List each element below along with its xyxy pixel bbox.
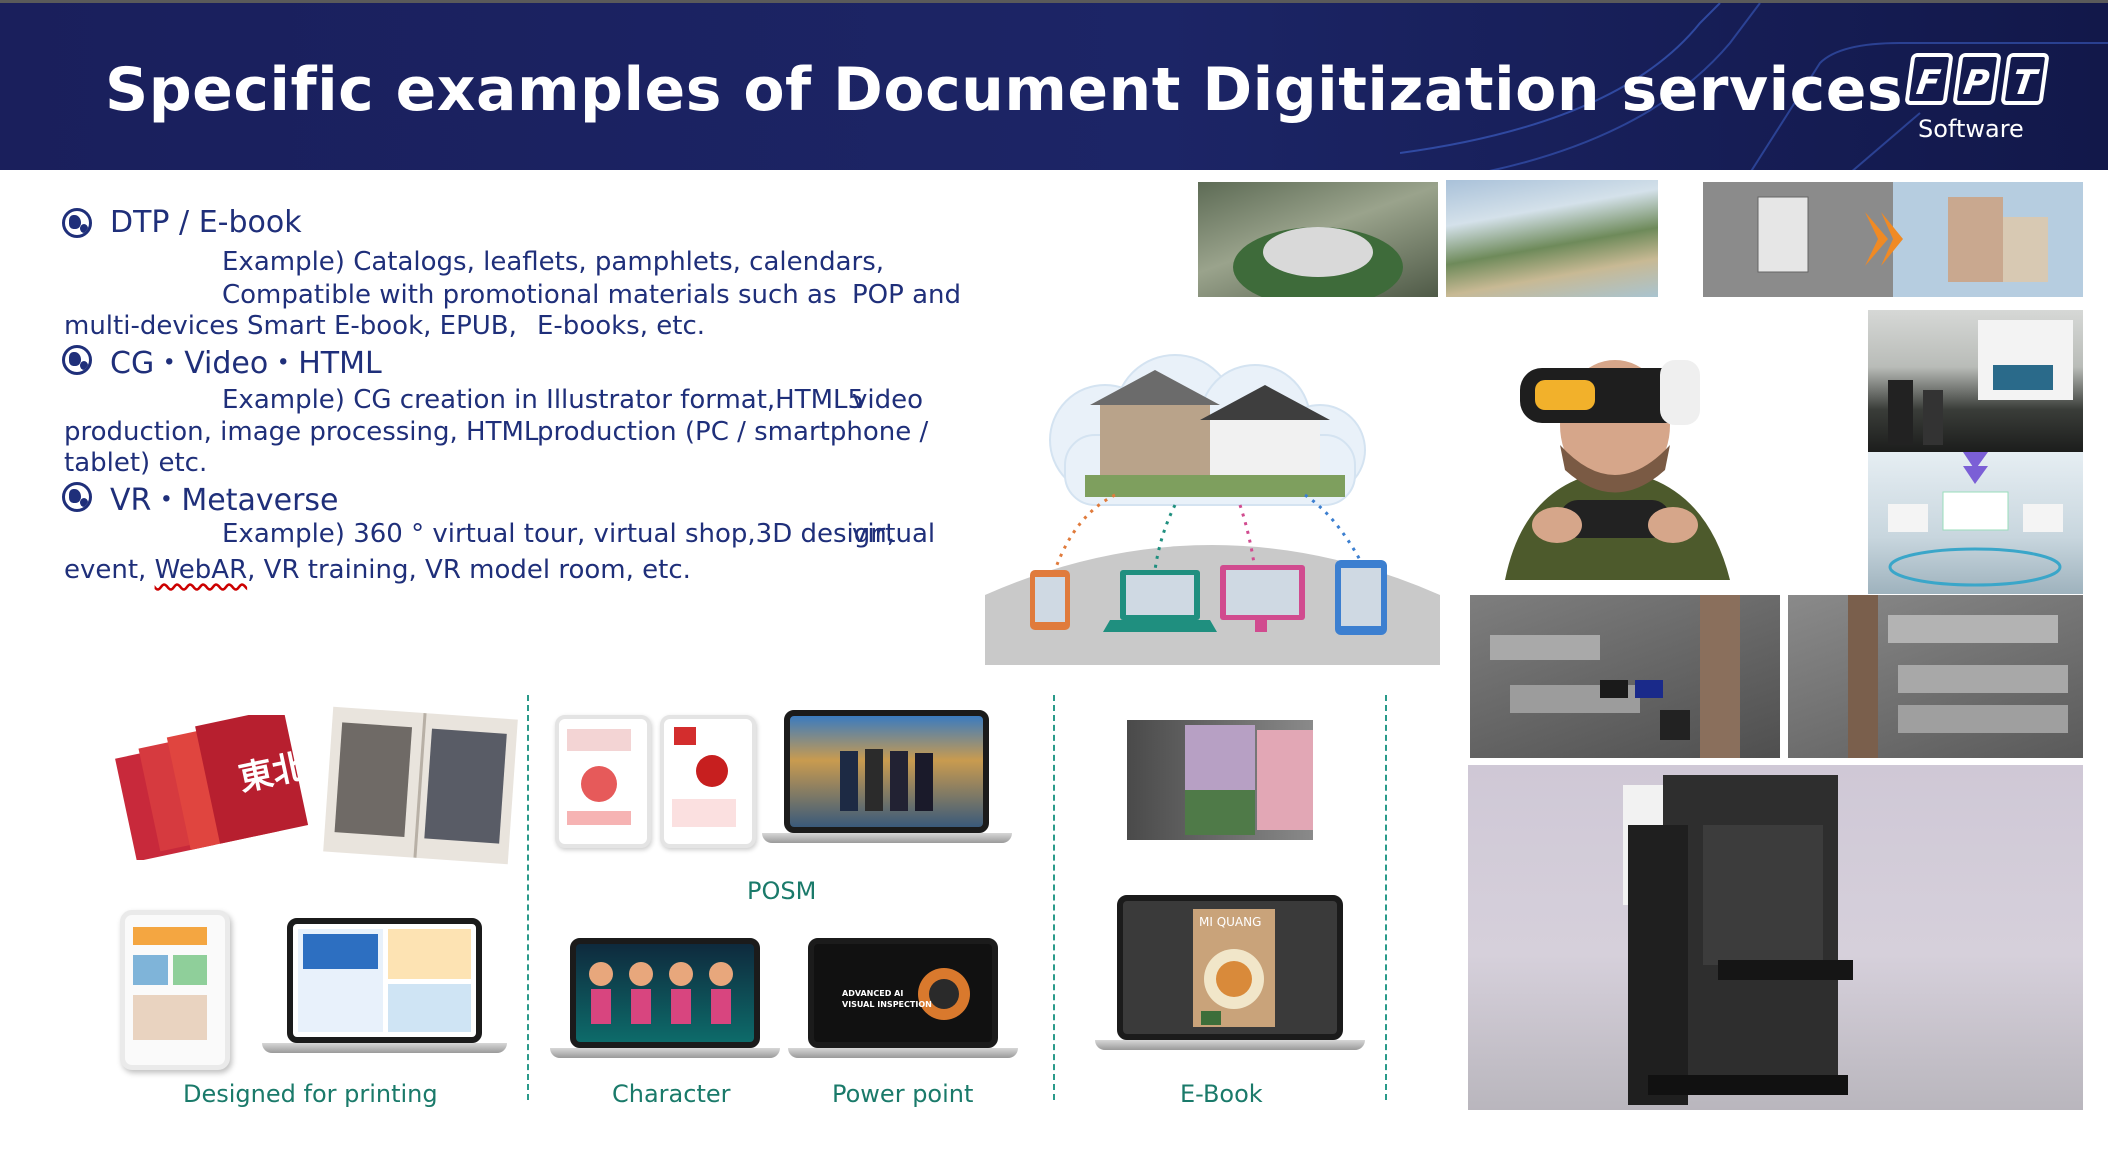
slide-title-text: ADVANCED AI VISUAL INSPECTION xyxy=(842,989,932,1009)
label-power-point: Power point xyxy=(832,1080,974,1108)
magazine-stack-photo: 東北 xyxy=(103,715,313,860)
section-line: tablet) etc. xyxy=(64,448,208,478)
building-3d-model-photo xyxy=(1703,182,2083,297)
character-laptop xyxy=(550,938,780,1060)
posm-tablet-1 xyxy=(555,715,651,848)
text-run: event, xyxy=(64,555,147,585)
tablet-brochure xyxy=(120,910,230,1070)
vr-gamer-photo xyxy=(1465,330,1765,580)
metaverse-venue-photo xyxy=(1868,452,2083,594)
label-posm: POSM xyxy=(747,877,817,905)
text-run-webar: WebAR xyxy=(154,555,248,585)
label-ebook: E-Book xyxy=(1180,1080,1263,1108)
section-divider xyxy=(1053,695,1055,1100)
label-designed-for-printing: Designed for printing xyxy=(183,1080,438,1108)
section-line: virtual xyxy=(852,519,936,549)
section-heading-vr: VR・Metaverse xyxy=(62,475,339,519)
fpt-letter-f: F xyxy=(1904,53,1954,105)
section-line: Example) CG creation in Illustrator form… xyxy=(222,385,865,415)
ebook-tea-hills-photo xyxy=(1127,720,1313,840)
ebook-laptop: MI QUANG xyxy=(1095,895,1365,1055)
globe-icon xyxy=(62,482,92,512)
copier-3d-render xyxy=(1468,765,2083,1110)
section-line: POP and xyxy=(852,280,962,310)
globe-icon xyxy=(62,207,92,238)
fpt-letter-p: P xyxy=(1952,53,2002,105)
section-divider xyxy=(527,695,529,1100)
section-line: E-books, etc. xyxy=(537,311,706,341)
section-line: Compatible with promotional materials su… xyxy=(222,280,837,310)
label-character: Character xyxy=(612,1080,731,1108)
section-line: production, image processing, HTML xyxy=(64,417,539,447)
section-title: DTP / E-book xyxy=(110,205,302,240)
virtual-mall-photo xyxy=(1198,182,1438,297)
section-line: Example) 360 ° virtual tour, virtual sho… xyxy=(222,519,895,549)
section-line: production (PC / smartphone / xyxy=(537,417,929,447)
beach-aerial-photo xyxy=(1446,180,1658,297)
section-heading-dtp: DTP / E-book xyxy=(62,205,302,240)
office-3d-render-left xyxy=(1470,595,1780,758)
text-run: , VR training, VR model room, etc. xyxy=(247,555,691,585)
section-divider xyxy=(1385,695,1387,1100)
section-line: multi-devices Smart E-book, EPUB, xyxy=(64,311,517,341)
page-title: Specific examples of Document Digitizati… xyxy=(105,55,1904,125)
globe-icon xyxy=(62,345,92,375)
section-line: video xyxy=(852,385,924,415)
section-heading-cg: CG・Video・HTML xyxy=(62,338,382,382)
section-title: CG・Video・HTML xyxy=(110,346,382,381)
ebook-cover-title: MI QUANG xyxy=(1199,915,1262,929)
open-magazine-photo xyxy=(323,706,518,865)
exhibition-photo xyxy=(1868,310,2083,452)
fpt-letter-t: T xyxy=(2000,53,2050,105)
powerpoint-laptop: ADVANCED AI VISUAL INSPECTION xyxy=(788,938,1018,1060)
ebook-cover: MI QUANG xyxy=(1193,909,1275,1027)
office-3d-render-right xyxy=(1788,595,2083,758)
laptop-brochure xyxy=(262,918,507,1058)
section-title: VR・Metaverse xyxy=(110,483,339,518)
header-banner: Specific examples of Document Digitizati… xyxy=(0,0,2108,170)
section-line: Example) Catalogs, leaflets, pamphlets, … xyxy=(222,247,885,277)
cloud-devices-graphic xyxy=(985,354,1440,665)
decorative-lines xyxy=(1400,3,2108,170)
posm-tablet-2 xyxy=(660,715,756,848)
section-line: event, WebAR, VR training, VR model room… xyxy=(64,555,691,585)
logo-subtitle: Software xyxy=(1918,115,2024,143)
cloud-devices-illustration xyxy=(985,345,1440,665)
posm-laptop xyxy=(762,710,1012,845)
fpt-logo: F P T Software xyxy=(1900,53,2060,153)
